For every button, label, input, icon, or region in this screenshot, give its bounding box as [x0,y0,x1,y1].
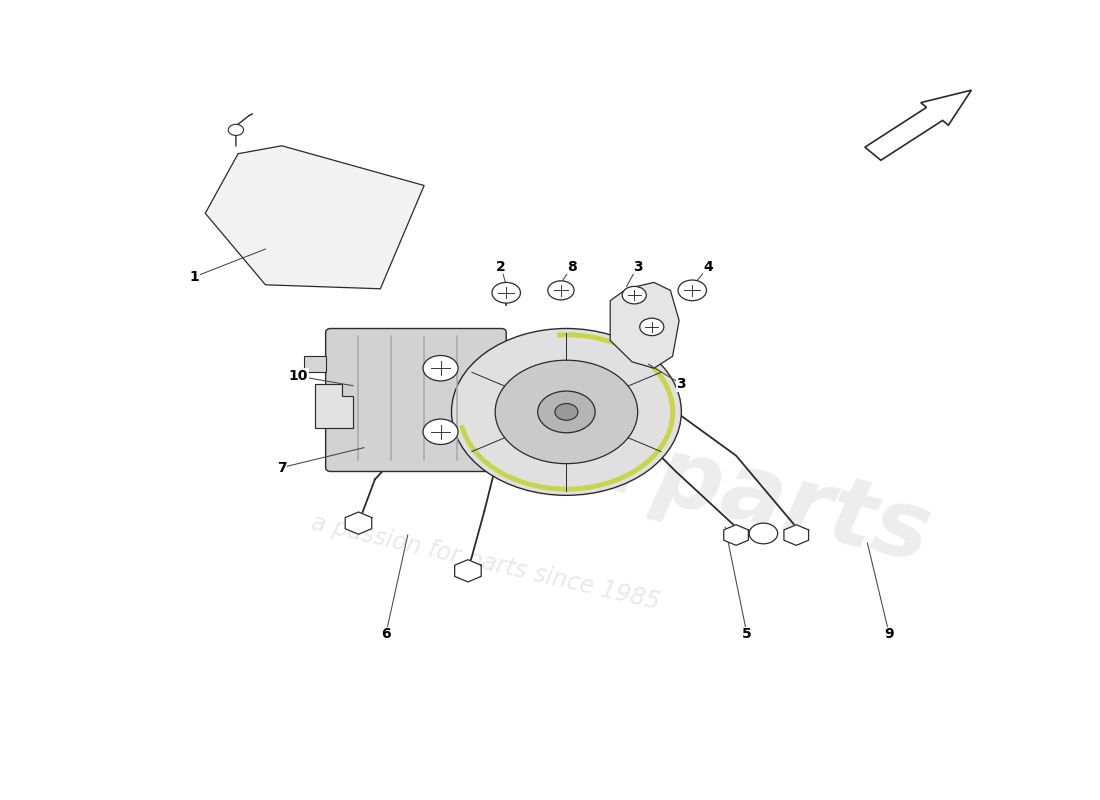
Text: 3: 3 [632,259,642,274]
FancyBboxPatch shape [326,329,506,471]
Text: a passion for parts since 1985: a passion for parts since 1985 [309,511,662,614]
Circle shape [548,281,574,300]
Text: 7: 7 [277,461,287,474]
Circle shape [623,286,647,304]
Circle shape [228,124,243,135]
Text: carparts: carparts [484,393,939,582]
Circle shape [424,355,458,381]
Text: euro: euro [331,360,588,504]
Text: 2: 2 [496,259,506,274]
Text: 10: 10 [288,369,308,383]
Circle shape [640,318,663,336]
Circle shape [538,391,595,433]
FancyArrow shape [865,90,971,160]
Circle shape [495,360,638,464]
Polygon shape [724,525,748,546]
Circle shape [678,280,706,301]
Polygon shape [610,282,679,368]
Polygon shape [304,356,326,372]
Text: 1: 1 [189,270,199,284]
Polygon shape [206,146,425,289]
Circle shape [492,282,520,303]
Circle shape [554,403,578,420]
Text: 5: 5 [742,627,752,642]
Text: 3: 3 [676,377,686,391]
Circle shape [451,329,681,495]
Text: 9: 9 [884,627,894,642]
Polygon shape [315,384,353,428]
Polygon shape [784,525,808,546]
Text: 4: 4 [704,259,714,274]
Polygon shape [345,512,372,534]
Polygon shape [454,560,481,582]
Text: 6: 6 [381,627,390,642]
Circle shape [424,419,458,445]
Text: 8: 8 [566,259,576,274]
Circle shape [749,523,778,544]
